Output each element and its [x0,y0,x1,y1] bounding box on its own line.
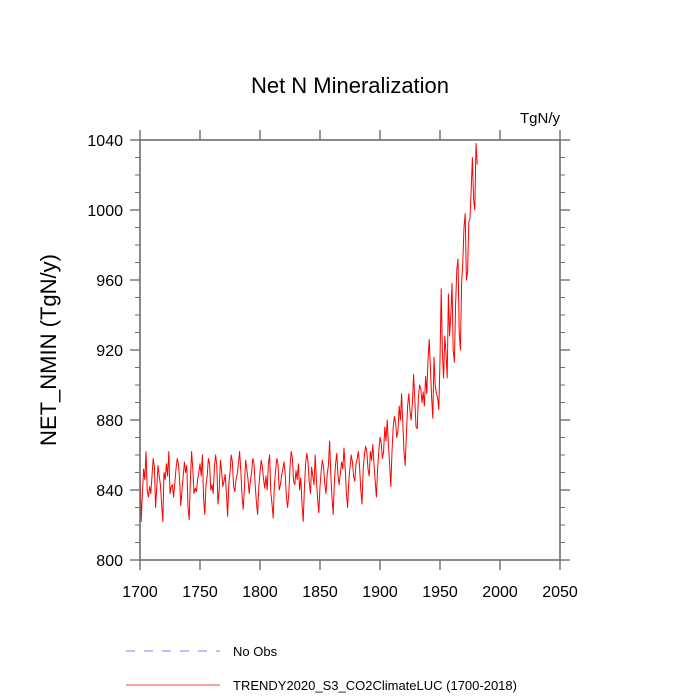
y-tick-label: 800 [96,553,123,570]
axes-layer [130,130,570,570]
y-tick-label: 880 [96,413,123,430]
y-tick-label: 1040 [87,133,123,150]
legend-label-model: TRENDY2020_S3_CO2ClimateLUC (1700-2018) [233,678,517,693]
x-tick-label: 1900 [362,584,398,601]
x-tick-label: 2050 [542,584,578,601]
legend: No Obs TRENDY2020_S3_CO2ClimateLUC (1700… [126,644,517,693]
x-tick-label: 1750 [182,584,218,601]
y-tick-label: 840 [96,483,123,500]
series-layer [139,143,478,522]
legend-label-no-obs: No Obs [233,644,278,659]
series-line [139,143,478,522]
chart-title: Net N Mineralization [251,73,449,98]
y-tick-label: 960 [96,273,123,290]
x-tick-labels: 1700 1750 1800 1850 1900 1950 2000 2050 [122,584,578,601]
plot-frame [139,139,561,561]
x-tick-label: 1800 [242,584,278,601]
y-tick-label: 920 [96,343,123,360]
x-tick-label: 1700 [122,584,158,601]
x-tick-label: 2000 [482,584,518,601]
y-tick-label: 1000 [87,203,123,220]
y-axis-label: NET_NMIN (TgN/y) [36,254,61,446]
y-tick-labels: 800 840 880 920 960 1000 1040 [87,133,123,570]
x-tick-label: 1850 [302,584,338,601]
x-tick-label: 1950 [422,584,458,601]
units-label: TgN/y [520,110,561,127]
